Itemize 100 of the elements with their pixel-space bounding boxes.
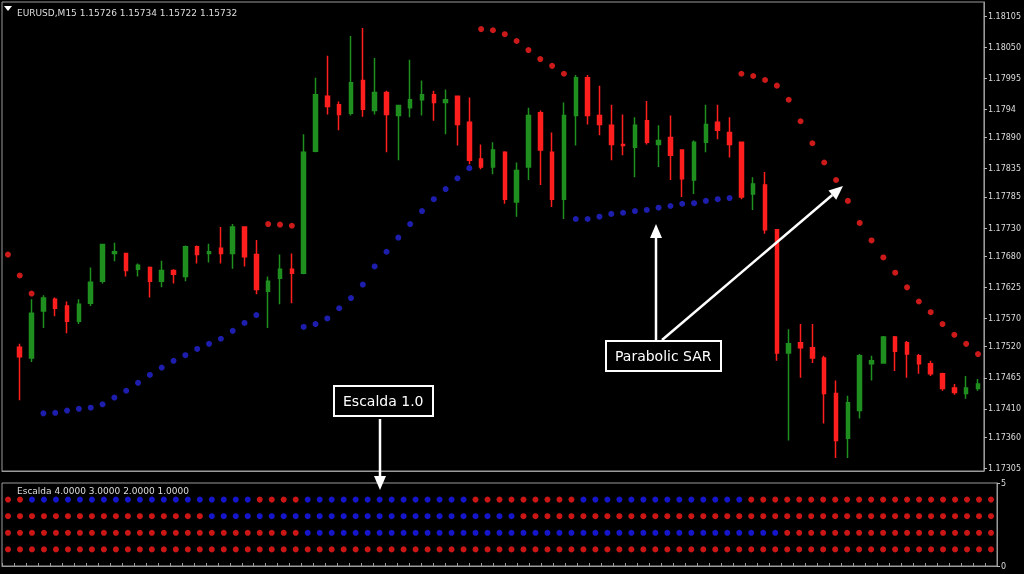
y-tick-label: 1.17570 bbox=[987, 313, 1022, 323]
candlestick bbox=[490, 141, 496, 176]
candlestick bbox=[158, 260, 165, 289]
chart-title: Escalda 4.0000 3.0000 2.0000 1.0000 bbox=[17, 485, 190, 496]
candlestick bbox=[868, 354, 875, 382]
candlestick bbox=[809, 323, 816, 364]
candlestick bbox=[573, 74, 579, 147]
candlestick bbox=[845, 395, 851, 459]
candlestick bbox=[762, 171, 768, 235]
candlestick bbox=[300, 133, 307, 276]
candlestick bbox=[691, 139, 697, 195]
candlestick bbox=[963, 375, 969, 400]
candlestick bbox=[880, 335, 887, 365]
candlestick bbox=[549, 131, 555, 208]
candlestick bbox=[218, 226, 224, 265]
candlestick bbox=[170, 268, 177, 285]
candlestick bbox=[466, 96, 473, 165]
candlestick bbox=[383, 89, 390, 154]
candlestick bbox=[679, 148, 685, 198]
y-tick-label: 1.17410 bbox=[987, 404, 1022, 414]
candlestick bbox=[892, 335, 898, 372]
candlestick bbox=[265, 275, 271, 329]
candlestick bbox=[537, 109, 544, 186]
candlestick bbox=[76, 298, 82, 325]
candlestick bbox=[738, 141, 745, 200]
candlestick bbox=[916, 353, 922, 375]
candlestick bbox=[312, 76, 319, 154]
candlestick bbox=[726, 116, 733, 159]
candlestick bbox=[123, 252, 129, 278]
candlestick bbox=[667, 114, 674, 181]
candlestick bbox=[478, 143, 484, 171]
candlestick bbox=[561, 101, 567, 220]
candlestick bbox=[419, 79, 425, 117]
y-tick-label: 1.17360 bbox=[987, 432, 1022, 442]
candlestick bbox=[644, 100, 650, 146]
candlestick bbox=[28, 298, 35, 363]
candlestick bbox=[833, 379, 839, 459]
y-tick-label: 1.17680 bbox=[987, 251, 1022, 261]
candlestick bbox=[655, 124, 662, 168]
y-tick-label: 5 bbox=[1001, 478, 1007, 488]
candlestick bbox=[750, 176, 756, 211]
y-tick-label: 1.18050 bbox=[987, 42, 1022, 52]
candlestick bbox=[40, 294, 47, 329]
candlestick bbox=[336, 100, 342, 132]
candlestick bbox=[442, 88, 449, 135]
candlestick bbox=[821, 354, 827, 425]
candlestick bbox=[52, 296, 58, 317]
y-tick-label: 1.17305 bbox=[987, 463, 1022, 473]
candlestick bbox=[632, 116, 638, 178]
y-tick-label: 1.17785 bbox=[987, 192, 1022, 202]
candlestick bbox=[111, 241, 118, 263]
annotation: Parabolic SAR bbox=[605, 340, 722, 372]
candlestick bbox=[596, 84, 603, 137]
candlestick bbox=[348, 35, 354, 117]
candlestick bbox=[785, 328, 792, 442]
candlestick bbox=[87, 266, 94, 307]
candlestick bbox=[951, 383, 958, 396]
y-tick-label: 1.17465 bbox=[987, 373, 1022, 383]
candlestick bbox=[431, 89, 437, 122]
candlestick bbox=[206, 243, 212, 264]
candlestick bbox=[975, 378, 981, 392]
candlestick bbox=[147, 265, 153, 299]
annotation: Escalda 1.0 bbox=[333, 385, 434, 417]
candlestick bbox=[513, 161, 520, 218]
candlestick bbox=[289, 252, 295, 304]
candlestick bbox=[904, 340, 910, 379]
candlestick bbox=[703, 104, 709, 154]
y-tick-label: 1.17835 bbox=[987, 164, 1022, 174]
candlestick bbox=[182, 244, 189, 282]
candlestick bbox=[395, 104, 402, 161]
y-tick-label: 1.17890 bbox=[987, 133, 1022, 143]
candlestick bbox=[99, 243, 106, 285]
candlestick bbox=[797, 323, 804, 379]
candlestick bbox=[360, 27, 366, 118]
candlestick bbox=[229, 223, 236, 270]
candlestick bbox=[620, 113, 626, 156]
candlestick bbox=[241, 226, 248, 268]
candlestick bbox=[502, 150, 508, 205]
candlestick bbox=[856, 353, 863, 420]
text: EURUSD,M15 1.15726 1.15734 1.15722 1.15732 bbox=[17, 7, 238, 18]
y-tick-label: 1.17995 bbox=[987, 73, 1022, 83]
candlestick bbox=[194, 244, 200, 265]
y-tick-label: 1.17730 bbox=[987, 223, 1022, 233]
y-tick-label: 1.17625 bbox=[987, 282, 1022, 292]
y-tick-label: 1.1794 bbox=[987, 104, 1016, 114]
candlestick bbox=[714, 104, 721, 141]
candlestick bbox=[16, 343, 23, 402]
candlestick bbox=[253, 239, 260, 295]
candlestick bbox=[525, 106, 532, 181]
candlestick bbox=[454, 95, 461, 147]
candlestick bbox=[927, 360, 934, 377]
candlestick bbox=[608, 104, 615, 161]
candlestick bbox=[135, 262, 141, 278]
candlestick bbox=[64, 300, 70, 334]
candlestick bbox=[371, 57, 378, 116]
y-tick-label: 1.18105 bbox=[987, 11, 1022, 21]
candlestick bbox=[584, 74, 591, 126]
candlestick bbox=[407, 58, 413, 119]
y-tick-label: 1.17520 bbox=[987, 342, 1022, 352]
candlestick bbox=[324, 54, 331, 116]
